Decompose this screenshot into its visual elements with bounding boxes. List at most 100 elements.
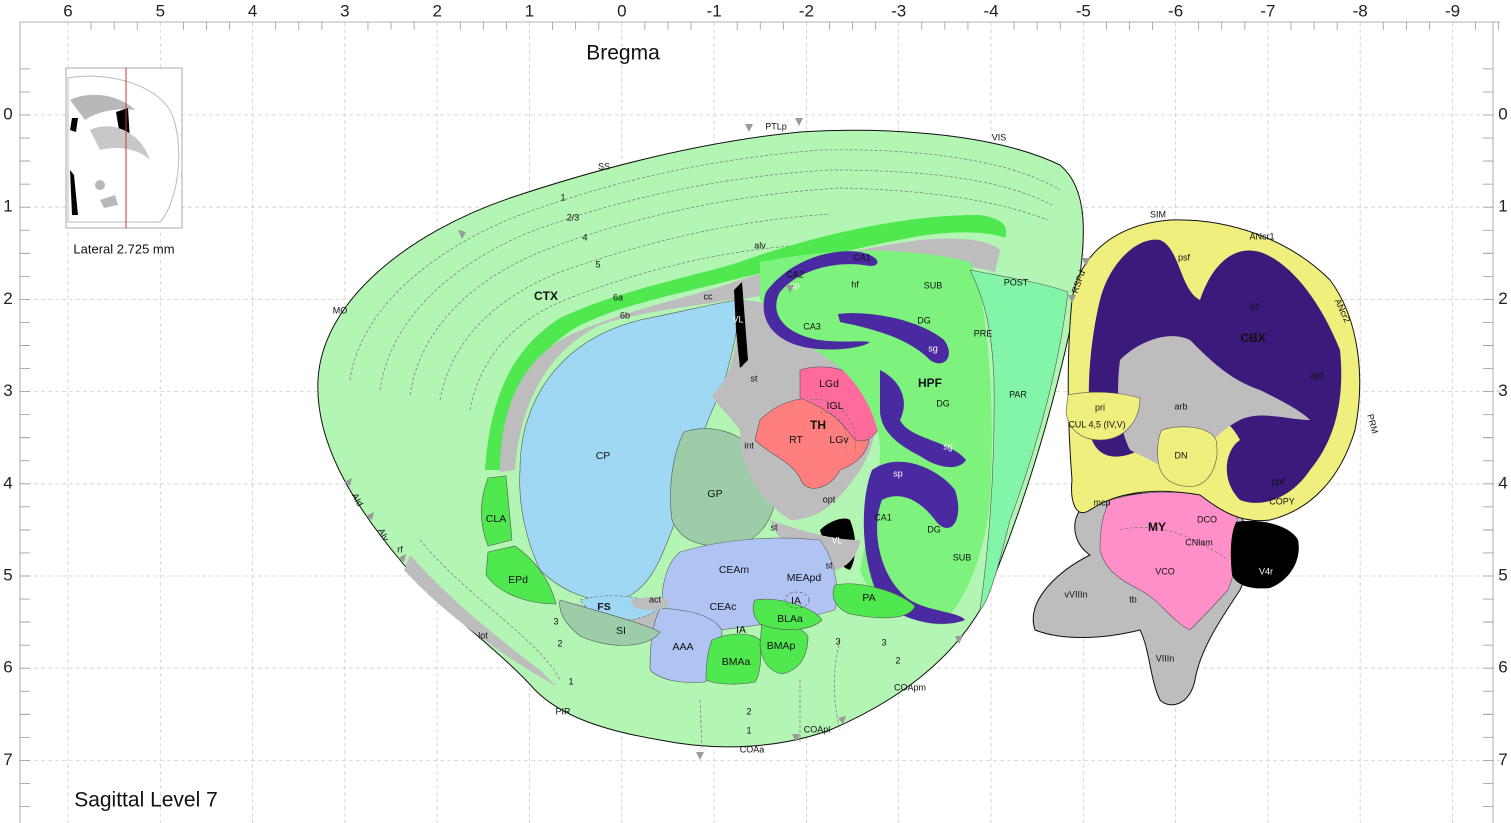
x-tick-label: -8 — [1353, 1, 1368, 20]
label-cla: CLA — [486, 513, 506, 525]
y-tick-label-right: 1 — [1498, 197, 1507, 216]
label-hpf: HPF — [918, 376, 942, 390]
label-ca3: CA3 — [803, 321, 821, 331]
label-layer-6a: 6a — [613, 292, 623, 302]
region-pa[interactable] — [832, 583, 916, 619]
label-igl: IGL — [827, 400, 844, 412]
label-apf: apf — [1311, 370, 1324, 380]
inset-lateral-label: Lateral 2.725 mm — [73, 241, 174, 256]
label-pir-3: 3 — [553, 616, 558, 626]
dg-granule-band-1 — [838, 313, 949, 364]
y-tick-label-right: 4 — [1498, 473, 1507, 492]
y-tick-label-right: 2 — [1498, 289, 1507, 308]
label-st3: st — [825, 560, 833, 570]
label-pir: PIR — [555, 706, 571, 716]
y-tick-label-left: 0 — [3, 104, 12, 123]
label-ca2: CA2 — [786, 269, 804, 279]
label-layer-6b: 6b — [620, 310, 630, 320]
region-aaa[interactable] — [649, 607, 723, 683]
y-tick-label-right: 3 — [1498, 381, 1507, 400]
label-dg3: DG — [927, 524, 941, 534]
label-coa-3: 3 — [835, 636, 840, 646]
label-copy: COPY — [1269, 496, 1295, 506]
region-blaa[interactable] — [752, 598, 823, 630]
label-sp: sp — [790, 280, 800, 290]
label-epd: EPd — [508, 574, 528, 586]
label-st2: st — [770, 522, 778, 532]
level-label: Sagittal Level 7 — [74, 789, 218, 812]
y-tick-label-left: 5 — [3, 565, 12, 584]
label-rt: RT — [789, 434, 803, 446]
y-tick-label-left: 4 — [3, 473, 12, 492]
ventricle-4r — [1230, 520, 1299, 589]
region-si[interactable] — [559, 599, 661, 646]
label-sim: SIM — [1150, 209, 1166, 219]
label-coapm-3: 3 — [881, 637, 886, 647]
label-coaa: COAa — [740, 744, 765, 754]
label-pir-2: 2 — [557, 638, 562, 648]
label-pir-1: 1 — [568, 676, 573, 686]
label-blaa: BLAa — [777, 613, 803, 625]
label-fi: fi — [739, 358, 744, 368]
x-tick-label: 5 — [156, 1, 165, 20]
label-ceac: CEAc — [710, 601, 737, 613]
region-post-pre-par[interactable] — [969, 269, 1069, 611]
region-dn[interactable] — [1157, 426, 1218, 487]
label-psf: psf — [1178, 252, 1191, 262]
border-markers — [344, 118, 1090, 760]
x-tick-label: -2 — [799, 1, 814, 20]
label-act: act — [649, 594, 662, 604]
region-cul[interactable] — [1065, 391, 1141, 441]
label-sp2: sp — [893, 468, 903, 478]
hindbrain — [1032, 219, 1361, 706]
label-coa-1: 1 — [746, 725, 751, 735]
label-rf: rf — [397, 544, 403, 554]
label-sg2: sg — [943, 441, 953, 451]
y-tick-label-left: 1 — [3, 197, 12, 216]
label-ancr1: ANcr1 — [1249, 231, 1274, 241]
label-cnlam: CNlam — [1185, 537, 1213, 547]
label-cp: CP — [596, 450, 611, 462]
lateral-ventricle — [734, 282, 748, 368]
region-epd — [485, 545, 557, 605]
cortical-plate-band — [485, 214, 1007, 470]
label-v4r: V4r — [1259, 566, 1273, 576]
label-tb: tb — [1129, 594, 1137, 604]
inset-schematic: Lateral 2.725 mm — [65, 67, 183, 256]
label-cbx: CBX — [1240, 331, 1265, 345]
label-icf: icf — [1250, 301, 1259, 311]
x-tick-label: 6 — [63, 1, 72, 20]
region-bmaa[interactable] — [705, 633, 762, 685]
y-tick-label-right: 7 — [1498, 750, 1507, 769]
label-sub: SUB — [924, 280, 943, 290]
label-vl2: VL — [831, 535, 842, 545]
label-coapl: COApl — [804, 724, 831, 734]
x-tick-label: 2 — [432, 1, 441, 20]
y-tick-label-left: 6 — [3, 658, 12, 677]
label-meapd: MEApd — [787, 572, 822, 584]
label-par: PAR — [1009, 389, 1027, 399]
y-tick-label-left: 3 — [3, 381, 12, 400]
x-tick-label: -5 — [1076, 1, 1091, 20]
label-pri: pri — [1095, 402, 1105, 412]
label-sub2: SUB — [953, 552, 972, 562]
label-gp: GP — [707, 488, 722, 500]
label-lot: lot — [478, 630, 488, 640]
ca-pyramidal-band — [763, 251, 878, 350]
label-layer-1: 1 — [560, 192, 565, 202]
x-tick-label: -7 — [1260, 1, 1275, 20]
fiber-labels: alv cc fi st st st int opt hf sp sp sg s… — [397, 240, 953, 640]
y-axis-left: 0 1 2 3 4 5 6 7 — [3, 22, 30, 823]
label-coapm: COApm — [894, 682, 926, 692]
label-vl: VL — [732, 314, 743, 324]
label-layer-4: 4 — [582, 232, 587, 242]
label-ca1: CA1 — [853, 252, 871, 262]
region-cla — [480, 475, 513, 547]
label-ctx: CTX — [534, 289, 558, 303]
label-dco: DCO — [1197, 514, 1217, 524]
label-viiin: VIIIn — [1156, 653, 1175, 663]
x-tick-label: -1 — [707, 1, 722, 20]
label-ss: SS — [598, 161, 610, 171]
label-mo: MO — [333, 305, 348, 315]
x-axis-top: 6 5 4 3 2 1 0 -1 -2 -3 -4 -5 -6 -7 -8 -9 — [20, 1, 1500, 30]
